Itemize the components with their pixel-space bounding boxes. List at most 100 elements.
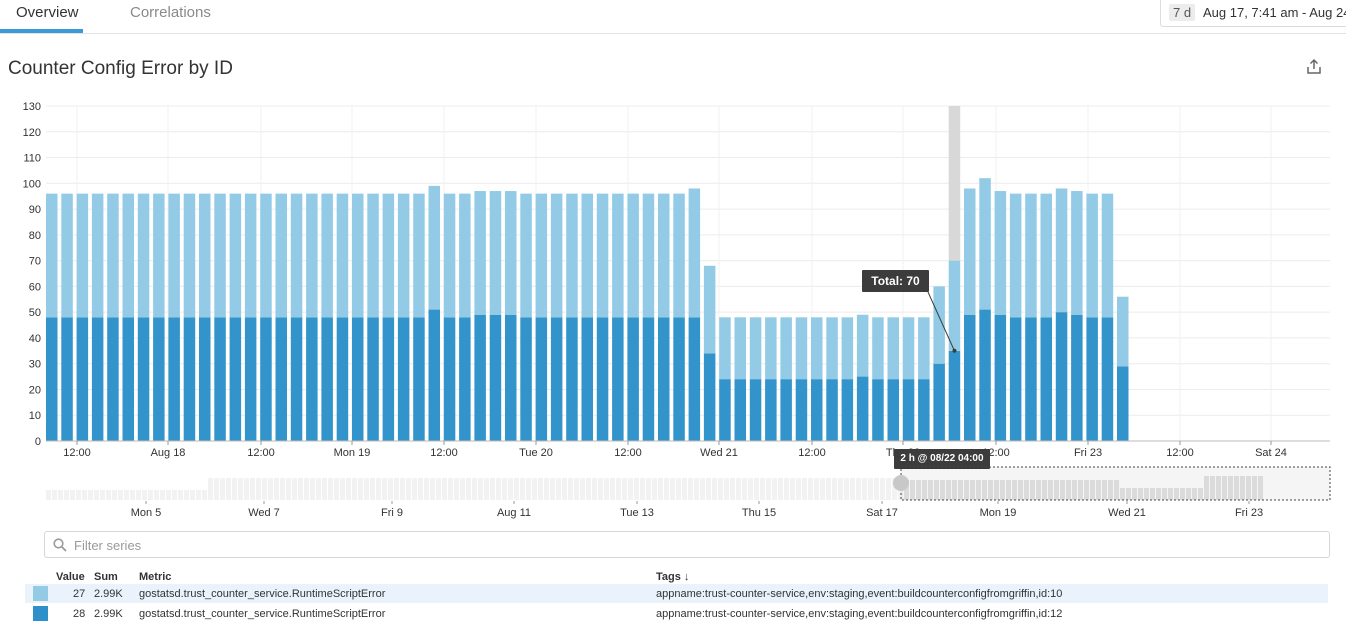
bar-segment-id12: [811, 379, 823, 441]
navigator-bar: [1048, 480, 1053, 500]
bar-segment-id10: [627, 193, 639, 318]
legend-row[interactable]: 27 2.99K gostatsd.trust_counter_service.…: [25, 584, 1328, 603]
x-tick-label: Sat 24: [1255, 447, 1287, 459]
time-range-chip[interactable]: 7 d: [1169, 4, 1196, 21]
bar-segment-id10: [749, 317, 762, 380]
navigator-bar: [310, 478, 315, 500]
navigator-bar: [736, 478, 741, 500]
timeline-navigator[interactable]: Mon 5 Wed 7 Fri 9 Aug 11 Tue 13 Thu 15 Sat 17 M…: [0, 462, 1346, 526]
filter-series-input[interactable]: [72, 535, 1316, 556]
navigator-bar: [502, 478, 507, 500]
bar-segment-id12: [780, 379, 792, 441]
y-tick-label: 90: [29, 204, 41, 216]
navigator-bar: [1102, 480, 1107, 500]
bar-segment-id10: [994, 191, 1007, 315]
bar-segment-id10: [214, 193, 226, 318]
navigator-bar: [1060, 480, 1065, 500]
filter-series-field[interactable]: [44, 531, 1330, 558]
tab-correlations[interactable]: Correlations: [130, 4, 211, 21]
navigator-bar: [400, 478, 405, 500]
time-range-picker[interactable]: 7 d Aug 17, 7:41 am - Aug 24: [1160, 0, 1346, 27]
navigator-bar: [1084, 480, 1089, 500]
navigator-bar: [1042, 480, 1047, 500]
bar-segment-id12: [841, 379, 854, 441]
bar-segment-id10: [902, 317, 915, 380]
navigator-bar: [574, 478, 579, 500]
bar-segment-id12: [336, 317, 349, 441]
bar-segment-id12: [550, 317, 563, 441]
legend-header-sum[interactable]: Sum: [94, 571, 118, 583]
navigator-tick-label: Thu 15: [742, 507, 776, 519]
share-export-icon[interactable]: [1305, 58, 1323, 76]
navigator-bar: [1120, 488, 1125, 500]
navigator-bar: [1126, 488, 1131, 500]
bar-segment-id10: [765, 317, 777, 380]
bar-segment-id10: [107, 193, 119, 318]
navigator-bar: [556, 478, 561, 500]
legend-header-value[interactable]: Value: [56, 571, 85, 583]
legend-header-metric[interactable]: Metric: [139, 571, 172, 583]
navigator-drag-handle[interactable]: [893, 475, 909, 491]
navigator-bar: [190, 490, 195, 500]
bar-segment-id10: [566, 193, 578, 318]
bar-segment-id10: [596, 193, 609, 318]
bar-segment-id12: [581, 317, 593, 441]
legend-row[interactable]: 28 2.99K gostatsd.trust_counter_service.…: [25, 604, 1328, 623]
navigator-bar: [1066, 480, 1071, 500]
bar-segment-id10: [244, 193, 257, 318]
bar-segment-id12: [505, 314, 517, 441]
bar-segment-id10: [933, 286, 945, 364]
navigator-bar: [1252, 476, 1257, 500]
navigator-bar: [598, 478, 603, 500]
y-tick-label: 60: [29, 281, 41, 293]
legend-sum: 2.99K: [94, 588, 123, 600]
navigator-bar: [256, 478, 261, 500]
y-tick-label: 0: [35, 436, 41, 448]
bar-segment-id12: [688, 317, 701, 441]
bar-segment-id12: [596, 317, 609, 441]
navigator-bar: [1108, 480, 1113, 500]
navigator-bar: [1156, 488, 1161, 500]
legend-value: 27: [73, 588, 86, 600]
legend-header-tags[interactable]: Tags ↓: [656, 571, 690, 583]
bar-segment-id10: [443, 193, 456, 318]
bar-segment-id12: [964, 314, 976, 441]
bar-segment-id10: [948, 260, 961, 351]
stacked-bar-chart[interactable]: 0 10 20 30 40 50 60 70 80 90 100 110 120 130 12:00 Aug…: [0, 96, 1346, 462]
navigator-bar: [376, 478, 381, 500]
time-range-text[interactable]: Aug 17, 7:41 am - Aug 24: [1203, 5, 1346, 20]
navigator-bar: [628, 478, 633, 500]
navigator-bar: [388, 478, 393, 500]
bar-segment-id12: [153, 317, 165, 441]
navigator-bar: [550, 478, 555, 500]
bar-segment-id12: [765, 379, 777, 441]
navigator-bar: [766, 478, 771, 500]
navigator-tick-label: Wed 7: [248, 507, 280, 519]
bar-segment-id12: [46, 317, 58, 441]
bar-segment-id12: [612, 317, 624, 441]
navigator-selection[interactable]: [900, 466, 1331, 501]
navigator-bar: [226, 478, 231, 500]
bar-segment-id12: [1040, 317, 1052, 441]
navigator-bar: [1114, 480, 1119, 500]
navigator-bar: [352, 478, 357, 500]
navigator-bar: [964, 480, 969, 500]
navigator-bar: [508, 478, 513, 500]
bar-segment-id12: [382, 317, 395, 441]
tab-overview[interactable]: Overview: [16, 4, 79, 21]
navigator-bar: [208, 478, 213, 500]
bar-segment-id10: [856, 314, 869, 377]
bar-segment-id12: [459, 317, 471, 441]
bar-segment-id10: [336, 193, 349, 318]
navigator-bar: [862, 478, 867, 500]
bar-segment-id10: [382, 193, 395, 318]
bar-segment-id12: [122, 317, 134, 441]
bar-segment-id10: [46, 193, 58, 318]
legend-metric: gostatsd.trust_counter_service.RuntimeSc…: [139, 588, 386, 600]
navigator-bar: [742, 478, 747, 500]
navigator-tick-label: Sat 17: [866, 507, 898, 519]
navigator-bar: [328, 478, 333, 500]
y-tick-label: 30: [29, 359, 41, 371]
x-tick-label: Aug 18: [151, 447, 186, 459]
navigator-bar: [58, 490, 63, 500]
